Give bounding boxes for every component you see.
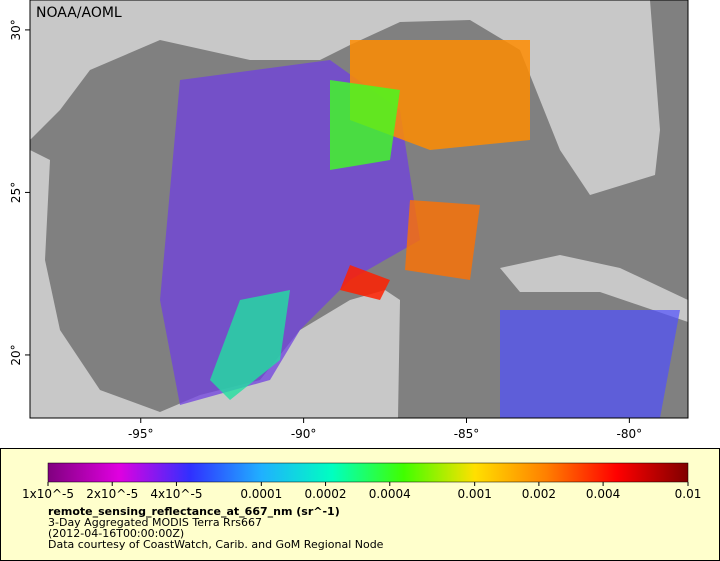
- colorbar-tick-label: 2x10^-5: [86, 487, 138, 501]
- data-swath: [405, 200, 480, 280]
- legend-variable: remote_sensing_reflectance_at_667_nm (sr…: [48, 505, 340, 518]
- y-tick-label: 30°: [9, 19, 23, 40]
- data-swath: [500, 310, 680, 418]
- legend-credit: Data courtesy of CoastWatch, Carib. and …: [48, 538, 384, 551]
- colorbar: [47, 462, 689, 483]
- land-north: [30, 0, 660, 195]
- colorbar-tick-label: 4x10^-5: [150, 487, 202, 501]
- land-mexico: [30, 150, 400, 418]
- colorbar-tick-label: 0.0002: [305, 487, 347, 501]
- colorbar-tick-label: 0.0004: [369, 487, 411, 501]
- map-area: [30, 0, 688, 418]
- colorbar-tick-label: 1x10^-5: [22, 487, 74, 501]
- y-tick-label: 25°: [9, 182, 23, 203]
- map-title: NOAA/AOML: [36, 5, 122, 21]
- colorbar-tick-label: 0.002: [522, 487, 556, 501]
- data-swath: [330, 80, 400, 170]
- legend-time: (2012-04-16T00:00:00Z): [48, 527, 184, 540]
- x-tick-label: -80°: [617, 427, 643, 441]
- colorbar-tick-label: 0.01: [675, 487, 702, 501]
- land-cuba: [500, 255, 688, 322]
- data-swath: [210, 290, 290, 400]
- colorbar-tick-label: 0.0001: [240, 487, 282, 501]
- map-frame: [29, 0, 689, 419]
- colorbar-tick-label: 0.001: [457, 487, 491, 501]
- x-tick-label: -95°: [128, 427, 154, 441]
- x-tick-label: -90°: [291, 427, 317, 441]
- y-tick-label: 20°: [9, 344, 23, 365]
- data-swath: [340, 265, 390, 300]
- legend-dataset: 3-Day Aggregated MODIS Terra Rrs667: [48, 516, 262, 529]
- colorbar-tick-label: 0.004: [586, 487, 620, 501]
- x-tick-label: -85°: [454, 427, 480, 441]
